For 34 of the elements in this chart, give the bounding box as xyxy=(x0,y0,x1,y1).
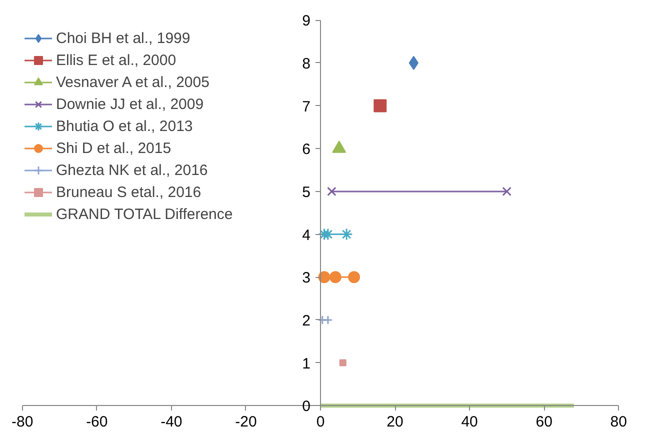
y-tick-label: 1 xyxy=(302,355,310,372)
y-tick-label: 2 xyxy=(302,312,310,330)
x-tick-label: 80 xyxy=(610,414,627,431)
legend-label: GRAND TOTAL Difference xyxy=(56,206,233,222)
x-tick-label: 60 xyxy=(536,414,552,431)
legend-label: Bhutia O et al., 2013 xyxy=(56,118,193,134)
y-tick-label: 8 xyxy=(302,55,310,72)
legend-label: Choi BH et al., 1999 xyxy=(56,30,190,46)
y-tick-label: 3 xyxy=(302,270,310,287)
point xyxy=(374,99,387,112)
legend-label: Vesnaver A et al., 2005 xyxy=(56,74,210,90)
point xyxy=(339,359,346,366)
legend-label: Downie JJ et al., 2009 xyxy=(56,96,204,112)
x-tick-label: -60 xyxy=(86,414,108,431)
legend-label: Ghezta NK et al., 2016 xyxy=(56,162,208,178)
x-tick-label: -40 xyxy=(160,414,182,431)
x-tick-label: -80 xyxy=(12,414,34,431)
y-tick-label: 9 xyxy=(302,12,310,30)
y-tick-label: 6 xyxy=(302,141,310,158)
legend-label: Bruneau S etal., 2016 xyxy=(56,184,202,200)
y-tick-label: 4 xyxy=(302,226,310,244)
point xyxy=(329,271,342,284)
legend-label: Ellis E et al., 2000 xyxy=(56,52,176,68)
x-tick-label: 20 xyxy=(386,414,404,431)
x-tick-label: 40 xyxy=(461,414,478,431)
y-tick-label: 7 xyxy=(302,98,310,116)
x-tick-label: -20 xyxy=(235,414,257,431)
y-tick-label: 0 xyxy=(302,398,310,416)
x-tick-label: 0 xyxy=(316,414,325,431)
point xyxy=(348,271,360,284)
point xyxy=(502,186,512,196)
point xyxy=(327,186,336,196)
y-tick-label: 5 xyxy=(302,184,310,201)
legend-label: Shi D et al., 2015 xyxy=(56,140,172,156)
